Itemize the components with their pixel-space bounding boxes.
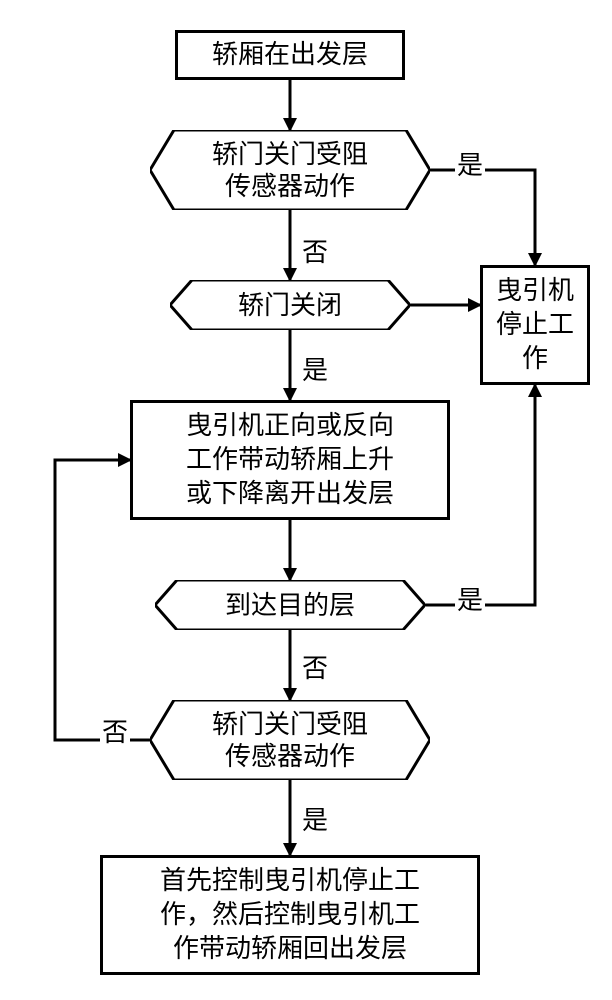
node-door-closed: 轿门关闭 [170, 280, 410, 330]
flowchart-canvas: 轿厢在出发层 轿门关门受阻传感器动作 轿门关闭 曳引机停止工作 曳引机正向或反向… [0, 0, 612, 1000]
node-label: 首先控制曳引机停止工作，然后控制曳引机工作带动轿厢回出发层 [160, 864, 420, 965]
edge-label-no: 否 [300, 232, 330, 269]
node-arrived: 到达目的层 [155, 580, 425, 630]
node-label: 曳引机正向或反向工作带动轿厢上升或下降离开出发层 [186, 409, 394, 510]
node-start: 轿厢在出发层 [175, 30, 405, 80]
node-sensor-1: 轿门关门受阻传感器动作 [150, 130, 430, 210]
node-label: 到达目的层 [225, 589, 355, 622]
edge-label-yes: 是 [455, 580, 485, 617]
node-motor-move: 曳引机正向或反向工作带动轿厢上升或下降离开出发层 [130, 400, 450, 520]
edge-label-yes: 是 [300, 800, 330, 837]
node-label: 轿门关闭 [238, 289, 342, 322]
edge-label-yes: 是 [455, 145, 485, 182]
node-label: 轿门关门受阻传感器动作 [212, 708, 368, 773]
edge-label-no: 否 [300, 648, 330, 685]
node-stop-motor: 曳引机停止工作 [480, 265, 590, 385]
node-label: 轿厢在出发层 [212, 38, 368, 72]
node-return: 首先控制曳引机停止工作，然后控制曳引机工作带动轿厢回出发层 [100, 855, 480, 975]
edge-label-yes: 是 [300, 350, 330, 387]
edge-label-no: 否 [100, 712, 130, 749]
node-label: 曳引机停止工作 [491, 274, 579, 375]
node-sensor-2: 轿门关门受阻传感器动作 [150, 700, 430, 780]
node-label: 轿门关门受阻传感器动作 [212, 138, 368, 203]
